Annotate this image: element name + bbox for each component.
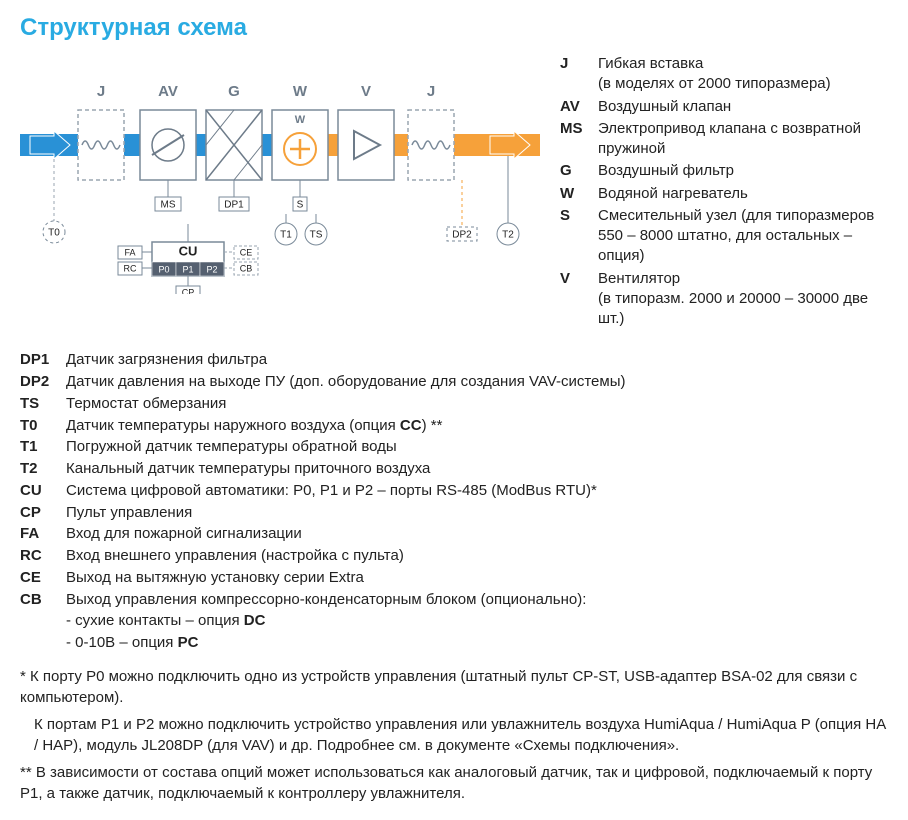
legend-desc: Электропривод клапана с возвратной пружи… (598, 119, 888, 160)
svg-text:V: V (361, 83, 371, 100)
legend-code: S (560, 206, 598, 226)
legend-code: T1 (20, 436, 66, 458)
legend-desc: Водяной нагреватель (598, 184, 888, 204)
svg-text:FA: FA (124, 247, 135, 257)
legend-desc: Система цифровой автоматики: P0, P1 и P2… (66, 480, 888, 502)
svg-text:J: J (427, 83, 435, 100)
svg-text:P0: P0 (158, 264, 169, 274)
legend-code: T2 (20, 458, 66, 480)
svg-text:CU: CU (179, 243, 198, 258)
legend-desc: Вход для пожарной сигнализации (66, 523, 888, 545)
legend-desc: Выход управления компрессорно-конденсато… (66, 589, 888, 611)
cb-sublist: - сухие контакты – опция DC- 0-10В – опц… (66, 610, 888, 654)
legend-row: CUСистема цифровой автоматики: P0, P1 и … (20, 480, 888, 502)
legend-code: AV (560, 97, 598, 117)
svg-text:RC: RC (124, 263, 137, 273)
legend-code: W (560, 184, 598, 204)
legend-row: CPПульт управления (20, 502, 888, 524)
page-title: Структурная схема (20, 14, 888, 42)
legend-row: AVВоздушный клапан (560, 97, 888, 117)
svg-text:S: S (297, 200, 304, 211)
svg-text:T1: T1 (280, 230, 292, 241)
legend-row: FAВход для пожарной сигнализации (20, 523, 888, 545)
legend-desc: Датчик давления на выходе ПУ (доп. обору… (66, 371, 888, 393)
legend-row: DP2Датчик давления на выходе ПУ (доп. об… (20, 371, 888, 393)
legend-desc: Воздушный фильтр (598, 161, 888, 181)
legend-row: MSЭлектропривод клапана с возвратной пру… (560, 119, 888, 160)
legend-desc: Выход на вытяжную установку серии Extra (66, 567, 888, 589)
legend-desc: Датчик температуры наружного воздуха (оп… (66, 415, 888, 437)
legend-desc: Погружной датчик температуры обратной во… (66, 436, 888, 458)
svg-text:P1: P1 (182, 264, 193, 274)
legend-code: FA (20, 523, 66, 545)
legend-code: MS (560, 119, 598, 139)
footnote-1a: * К порту P0 можно подключить одно из ус… (20, 666, 888, 708)
right-legend: JГибкая вставка(в моделях от 2000 типора… (560, 54, 888, 331)
svg-text:W: W (293, 83, 308, 100)
svg-text:P2: P2 (206, 264, 217, 274)
legend-code: CU (20, 480, 66, 502)
svg-text:T0: T0 (48, 228, 60, 239)
legend-code: TS (20, 393, 66, 415)
svg-text:W: W (295, 114, 306, 126)
legend-code: CP (20, 502, 66, 524)
svg-text:CP: CP (182, 287, 195, 294)
legend-row: DP1Датчик загрязнения фильтра (20, 349, 888, 371)
legend-code: RC (20, 545, 66, 567)
legend-code: T0 (20, 415, 66, 437)
svg-text:MS: MS (161, 200, 176, 211)
footnotes: * К порту P0 можно подключить одно из ус… (20, 666, 888, 804)
legend-desc: Датчик загрязнения фильтра (66, 349, 888, 371)
legend-row: TSТермостат обмерзания (20, 393, 888, 415)
svg-text:T2: T2 (502, 230, 514, 241)
legend-desc: Пульт управления (66, 502, 888, 524)
svg-text:CB: CB (240, 263, 253, 273)
schematic-diagram: J AV G W W V J MS DP1 S T0 T1 TS DP2 T2 CU P0 P1 P2 FA RC CE C… (20, 54, 540, 298)
legend-desc: Вентилятор(в типоразм. 2000 и 20000 – 30… (598, 269, 888, 330)
legend-row: T0Датчик температуры наружного воздуха (… (20, 415, 888, 437)
legend-code: G (560, 161, 598, 181)
legend-code: V (560, 269, 598, 289)
legend-row: SСмесительный узел (для типоразмеров 550… (560, 206, 888, 267)
legend-code: CE (20, 567, 66, 589)
legend-desc: Канальный датчик температуры приточного … (66, 458, 888, 480)
legend-row: CEВыход на вытяжную установку серии Extr… (20, 567, 888, 589)
svg-text:DP2: DP2 (452, 230, 472, 241)
legend-row: T1Погружной датчик температуры обратной … (20, 436, 888, 458)
svg-text:DP1: DP1 (224, 200, 244, 211)
bottom-legend: DP1Датчик загрязнения фильтраDP2Датчик д… (20, 349, 888, 610)
svg-text:TS: TS (310, 230, 323, 241)
legend-code: DP2 (20, 371, 66, 393)
legend-row: JГибкая вставка(в моделях от 2000 типора… (560, 54, 888, 95)
legend-desc: Смесительный узел (для типоразмеров 550 … (598, 206, 888, 267)
legend-row: CBВыход управления компрессорно-конденса… (20, 589, 888, 611)
sublist-item: - сухие контакты – опция DC (66, 610, 888, 632)
svg-text:AV: AV (158, 83, 178, 100)
legend-row: WВодяной нагреватель (560, 184, 888, 204)
svg-text:G: G (228, 83, 240, 100)
legend-row: T2Канальный датчик температуры приточног… (20, 458, 888, 480)
top-row: JAVGWWVJMSDP1ST0T1TSDP2T2CUP0P1P2FARCCEC… (20, 54, 888, 331)
svg-text:CE: CE (240, 247, 253, 257)
legend-desc: Воздушный клапан (598, 97, 888, 117)
diagram-svg: J AV G W W V J MS DP1 S T0 T1 TS DP2 T2 CU P0 P1 P2 FA RC CE C… (20, 54, 540, 294)
legend-desc: Гибкая вставка(в моделях от 2000 типораз… (598, 54, 888, 95)
legend-row: RCВход внешнего управления (настройка с … (20, 545, 888, 567)
legend-code: DP1 (20, 349, 66, 371)
legend-code: CB (20, 589, 66, 611)
legend-row: VВентилятор(в типоразм. 2000 и 20000 – 3… (560, 269, 888, 330)
footnote-1b: К портам P1 и P2 можно подключить устрой… (34, 714, 888, 756)
legend-row: GВоздушный фильтр (560, 161, 888, 181)
legend-desc: Вход внешнего управления (настройка с пу… (66, 545, 888, 567)
legend-desc: Термостат обмерзания (66, 393, 888, 415)
sublist-item: - 0-10В – опция PC (66, 632, 888, 654)
footnote-2: ** В зависимости от состава опций может … (20, 762, 888, 804)
legend-code: J (560, 54, 598, 74)
svg-text:J: J (97, 83, 105, 100)
